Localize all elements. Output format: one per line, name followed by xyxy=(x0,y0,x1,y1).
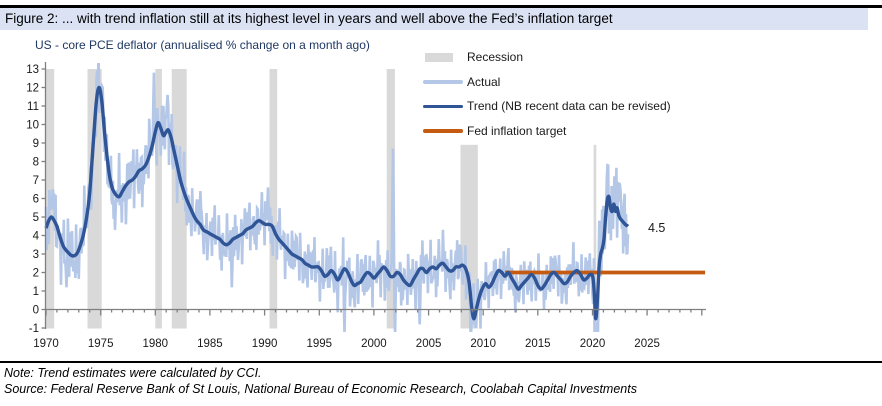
y-tick-label: 3 xyxy=(33,249,39,261)
recession-band xyxy=(155,69,162,329)
legend-item-trend: Trend (NB recent data can be revised) xyxy=(423,94,671,119)
x-tick-label: 2005 xyxy=(416,338,442,350)
y-tick-label: 7 xyxy=(33,175,39,187)
y-tick-label: -1 xyxy=(29,323,39,335)
x-tick-label: 2010 xyxy=(470,338,496,350)
source-line: Source: Federal Reserve Bank of St Louis… xyxy=(4,382,637,396)
x-tick-label: 2020 xyxy=(580,338,606,350)
figure-title: Figure 2: ... with trend inflation still… xyxy=(5,11,613,26)
chart-subtitle: US - core PCE deflator (annualised % cha… xyxy=(35,38,370,52)
x-tick-label: 2000 xyxy=(361,338,387,350)
figure-title-band: Figure 2: ... with trend inflation still… xyxy=(0,8,868,30)
recession-band xyxy=(593,144,597,329)
y-tick-label: 5 xyxy=(33,212,39,224)
recession-swatch xyxy=(425,52,453,62)
legend-item-recession: Recession xyxy=(423,45,671,70)
legend-item-fed-target: Fed inflation target xyxy=(423,119,671,144)
legend-label: Trend (NB recent data can be revised) xyxy=(467,99,671,114)
y-tick-label: 9 xyxy=(33,138,39,150)
x-tick-label: 1990 xyxy=(252,338,278,350)
recession-band xyxy=(269,69,278,329)
note-line: Note: Trend estimates were calculated by… xyxy=(4,366,262,380)
x-tick-label: 2015 xyxy=(525,338,551,350)
y-tick-label: 0 xyxy=(33,305,39,317)
x-tick-label: 2025 xyxy=(634,338,660,350)
y-tick-label: 12 xyxy=(26,83,39,95)
legend-item-actual: Actual xyxy=(423,70,671,95)
legend-label: Actual xyxy=(467,74,501,89)
x-tick-label: 1980 xyxy=(143,338,169,350)
y-tick-label: 11 xyxy=(27,101,39,113)
x-tick-label: 1985 xyxy=(197,338,223,350)
recession-band xyxy=(171,69,187,329)
trend-end-value-label: 4.5 xyxy=(648,221,666,235)
actual-line-swatch xyxy=(423,80,463,84)
recession-band xyxy=(46,69,55,329)
bottom-rule xyxy=(0,361,882,363)
x-tick-label: 1995 xyxy=(307,338,333,350)
legend-label: Recession xyxy=(467,50,524,65)
y-tick-label: 13 xyxy=(26,64,39,76)
y-tick-label: 6 xyxy=(33,194,39,206)
y-tick-label: 10 xyxy=(26,120,39,132)
y-tick-label: 8 xyxy=(33,157,39,169)
recession-band xyxy=(87,69,102,329)
trend-line-swatch xyxy=(423,104,463,108)
legend-label: Fed inflation target xyxy=(467,123,567,138)
legend: Recession Actual Trend (NB recent data c… xyxy=(423,45,671,143)
y-tick-label: 2 xyxy=(33,268,39,280)
fed-target-line-swatch xyxy=(423,129,463,133)
footnotes: Note: Trend estimates were calculated by… xyxy=(4,365,637,397)
recession-band xyxy=(460,144,478,329)
top-rule xyxy=(0,5,882,8)
y-tick-label: 4 xyxy=(33,231,40,243)
recession-band xyxy=(386,69,395,329)
y-tick-label: 1 xyxy=(33,286,39,298)
x-tick-label: 1975 xyxy=(88,338,114,350)
x-tick-label: 1970 xyxy=(33,338,59,350)
